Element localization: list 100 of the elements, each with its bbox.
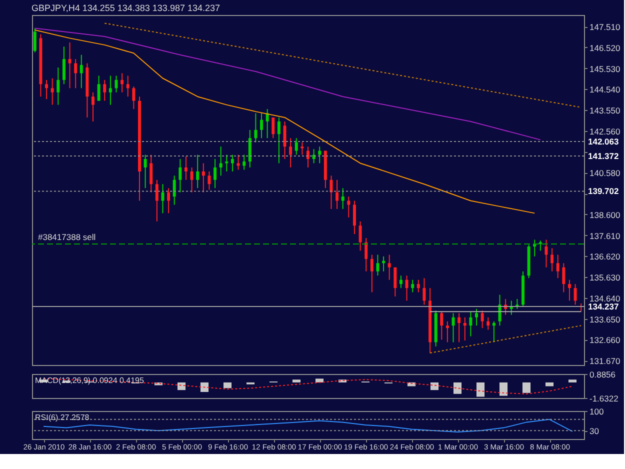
candlestick: [167, 188, 170, 214]
y-tick-label: 132.660: [590, 335, 620, 346]
y-tick-label: 136.620: [590, 252, 620, 262]
y-tick-label: 142.560: [590, 126, 620, 136]
candlestick: [155, 179, 158, 222]
candlestick: [108, 75, 112, 106]
candlestick: [318, 146, 322, 164]
candlestick: [50, 78, 54, 106]
candlestick: [341, 188, 344, 210]
candlestick: [300, 142, 304, 156]
y-tick-label: 144.540: [590, 84, 620, 95]
candlestick: [364, 238, 368, 272]
candlestick: [422, 278, 426, 306]
candlestick: [538, 240, 542, 252]
candlestick: [452, 312, 455, 343]
candlestick: [562, 262, 566, 293]
candlestick: [33, 28, 36, 53]
candlestick: [230, 154, 234, 172]
candlestick: [254, 112, 258, 143]
candlestick: [411, 279, 414, 293]
candlestick: [516, 298, 519, 310]
candlestick: [236, 154, 240, 170]
candlestick: [306, 146, 310, 168]
candlestick: [260, 112, 264, 139]
candlestick: [416, 279, 420, 293]
y-tick-label: -1.6322: [590, 394, 619, 404]
candlestick: [330, 175, 333, 210]
y-tick-label: 100: [590, 406, 604, 416]
y-tick-label: 134.640: [590, 293, 620, 304]
candlestick: [574, 284, 577, 306]
y-tick-label: 143.550: [590, 106, 620, 116]
candlestick: [114, 75, 118, 93]
candlestick: [277, 116, 280, 164]
y-tick-label: 30: [590, 426, 600, 436]
annotation: RSI(6) 27.2578: [35, 413, 90, 422]
candlestick: [388, 254, 391, 280]
candlestick: [550, 248, 554, 272]
candlestick: [242, 154, 246, 170]
candlestick: [469, 310, 472, 337]
line-series: [34, 28, 541, 140]
candlestick: [150, 154, 153, 193]
ref-line-label: 134.237: [588, 301, 619, 312]
candlestick: [132, 86, 136, 110]
candlestick: [486, 316, 490, 330]
candlestick: [294, 138, 298, 156]
annotation: #38417388 sell: [38, 232, 96, 242]
candlestick: [202, 162, 205, 193]
candlestick: [376, 254, 380, 276]
y-tick-label: 146.520: [590, 42, 620, 53]
candlestick: [126, 75, 130, 98]
candlestick: [394, 266, 397, 297]
candlestick: [208, 170, 211, 190]
ref-line-label: 142.063: [588, 136, 619, 146]
candlestick: [544, 239, 548, 268]
candlestick: [446, 320, 449, 343]
candlestick: [196, 154, 200, 189]
candlestick: [103, 79, 106, 102]
candlestick: [289, 138, 292, 168]
candlestick: [178, 158, 182, 193]
candlestick: [370, 254, 374, 293]
candlestick: [405, 275, 408, 302]
candlestick: [283, 120, 286, 160]
y-tick-label: 135.630: [590, 272, 620, 283]
candlestick: [56, 67, 60, 106]
candlestick: [336, 179, 339, 210]
candlestick: [219, 146, 222, 176]
candlestick: [480, 310, 484, 329]
y-tick-label: 133.650: [590, 314, 620, 324]
candlestick: [45, 79, 48, 100]
candlestick: [568, 279, 571, 302]
y-tick-label: 131.670: [590, 356, 620, 366]
candlestick: [80, 54, 83, 89]
candlestick: [498, 294, 502, 326]
candlestick: [458, 312, 461, 343]
chart-title: GBPJPY,H4 134.255 134.383 133.987 134.237: [32, 3, 220, 13]
candlestick: [475, 308, 478, 326]
y-tick-label: 140.580: [590, 168, 620, 178]
ref-line-label: 139.702: [588, 186, 619, 196]
candlestick: [358, 220, 362, 252]
y-tick-label: 147.510: [590, 22, 620, 32]
y-tick-label: 145.530: [590, 64, 620, 74]
candlestick: [225, 154, 228, 172]
y-tick-label: 137.610: [590, 230, 620, 241]
y-tick-label: 0.8856: [590, 370, 616, 380]
ref-line-label: 141.372: [588, 151, 619, 162]
candlestick: [68, 42, 72, 89]
candlestick: [120, 72, 124, 93]
candlestick: [92, 92, 95, 122]
candlestick: [248, 129, 252, 168]
candlestick: [97, 75, 100, 102]
candlestick: [440, 310, 444, 340]
candlestick: [556, 254, 560, 279]
candlestick: [399, 275, 402, 289]
candlestick: [214, 158, 217, 189]
candlestick: [463, 316, 466, 342]
candlestick: [62, 46, 66, 85]
candlestick: [352, 200, 356, 235]
candlestick: [272, 116, 275, 139]
candlestick: [144, 154, 147, 189]
candlestick: [184, 156, 188, 180]
